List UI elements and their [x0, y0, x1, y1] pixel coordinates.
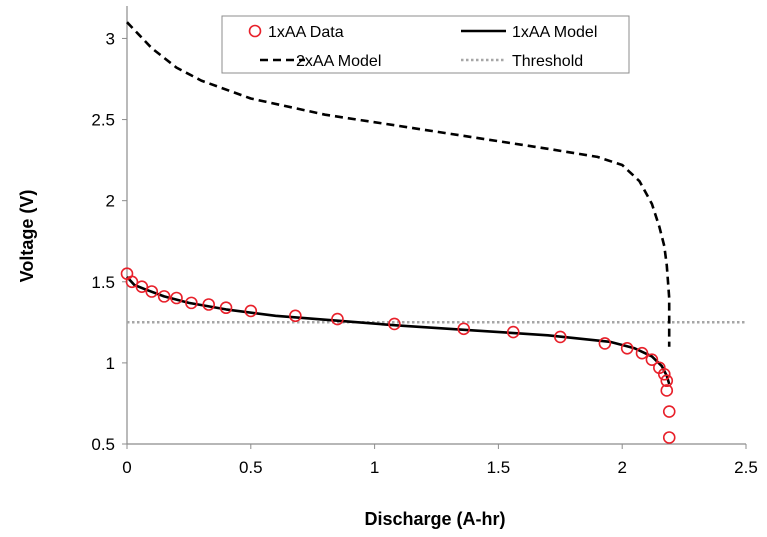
data-point-1xaa-data	[388, 317, 401, 331]
legend-label-1xaa-data: 1xAA Data	[268, 24, 344, 41]
y-tick-label: 3	[106, 29, 115, 48]
series-line-2xaa-model	[126, 21, 671, 347]
x-tick-label: 2	[617, 458, 626, 477]
axes: 0.5 1 1.5 2 2.5 3 0 0.5 1 1.5 2 2.5	[91, 6, 758, 477]
data-point-1xaa-data	[170, 291, 183, 305]
data-point-1xaa-data	[219, 301, 233, 315]
data-point-1xaa-data	[457, 322, 471, 336]
data-point-1xaa-data	[635, 346, 649, 360]
data-point-1xaa-data	[598, 337, 612, 350]
data-point-1xaa-data	[620, 341, 634, 355]
legend-swatch-1xaa-data	[248, 24, 262, 38]
x-tick-label: 1.5	[487, 458, 511, 477]
data-point-1xaa-data	[553, 330, 567, 344]
y-tick-label: 1	[106, 354, 115, 373]
y-tick-label: 2	[106, 192, 115, 211]
legend: 1xAA Data 1xAA Model 2xAA Model Threshold	[221, 15, 630, 74]
data-point-1xaa-data	[135, 280, 149, 293]
y-tick-label: 1.5	[91, 273, 115, 292]
x-tick-label: 2.5	[734, 458, 758, 477]
data-point-1xaa-data	[244, 304, 258, 318]
legend-box	[221, 15, 630, 74]
y-axis-title: Voltage (V)	[17, 190, 37, 283]
data-point-1xaa-data	[289, 309, 302, 323]
legend-label-2xaa-model: 2xAA Model	[296, 53, 381, 70]
data-point-1xaa-data	[185, 296, 198, 310]
series-layer	[120, 21, 746, 444]
data-point-1xaa-data	[660, 374, 674, 388]
x-tick-label: 0.5	[239, 458, 263, 477]
data-point-1xaa-data	[645, 353, 659, 366]
series-line-1xaa-model	[126, 276, 671, 385]
y-tick-label: 0.5	[91, 435, 115, 454]
x-axis-title: Discharge (A-hr)	[364, 509, 505, 529]
legend-label-threshold: Threshold	[512, 53, 583, 70]
data-point-1xaa-data	[660, 384, 674, 397]
data-point-1xaa-data	[657, 367, 671, 381]
data-point-1xaa-data	[662, 431, 676, 444]
data-point-1xaa-data	[331, 312, 344, 326]
data-point-1xaa-data	[506, 325, 520, 339]
data-point-1xaa-data	[125, 275, 139, 289]
x-tick-label: 0	[122, 458, 131, 477]
data-point-1xaa-data	[662, 405, 676, 418]
legend-label-1xaa-model: 1xAA Model	[512, 24, 597, 41]
x-tick-label: 1	[370, 458, 379, 477]
data-point-1xaa-data	[145, 285, 159, 298]
data-point-1xaa-data	[202, 298, 216, 311]
data-point-1xaa-data	[157, 290, 171, 303]
y-tick-label: 2.5	[91, 111, 115, 130]
